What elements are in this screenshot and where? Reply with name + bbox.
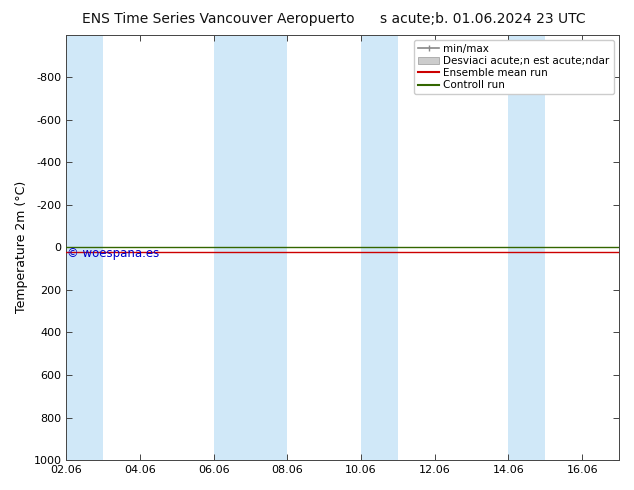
Legend: min/max, Desviaci acute;n est acute;ndar, Ensemble mean run, Controll run: min/max, Desviaci acute;n est acute;ndar…: [414, 40, 614, 95]
Bar: [508, 35, 545, 460]
Text: ENS Time Series Vancouver Aeropuerto: ENS Time Series Vancouver Aeropuerto: [82, 12, 355, 26]
Text: s acute;b. 01.06.2024 23 UTC: s acute;b. 01.06.2024 23 UTC: [380, 12, 586, 26]
Y-axis label: Temperature 2m (°C): Temperature 2m (°C): [15, 181, 28, 314]
Text: © woespana.es: © woespana.es: [67, 247, 159, 260]
Bar: [67, 35, 103, 460]
Bar: [361, 35, 398, 460]
Bar: [214, 35, 287, 460]
